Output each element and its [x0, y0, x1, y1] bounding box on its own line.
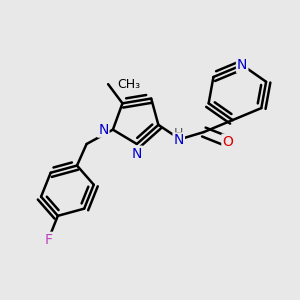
Text: F: F	[44, 233, 52, 247]
Text: N: N	[237, 58, 247, 72]
Text: N: N	[132, 147, 142, 160]
Text: N: N	[98, 123, 109, 137]
Text: H: H	[174, 127, 183, 140]
Text: O: O	[222, 135, 233, 148]
Text: N: N	[173, 134, 184, 147]
Text: CH₃: CH₃	[118, 78, 141, 91]
